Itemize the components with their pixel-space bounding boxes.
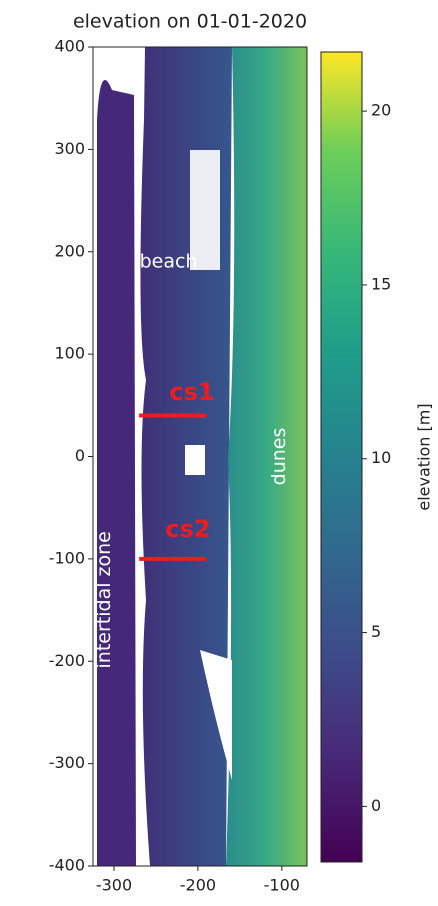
y-tick-label: -100: [49, 548, 85, 567]
colorbar-tick-label: 15: [371, 274, 391, 293]
colorbar-tick-label: 10: [371, 448, 391, 467]
y-tick-label: 0: [75, 446, 85, 465]
x-tick-label: -300: [96, 876, 132, 895]
colorbar-tick-label: 5: [371, 622, 381, 641]
cross-section-label: cs1: [169, 378, 214, 406]
y-tick-label: 300: [54, 139, 85, 158]
y-tick-label: -300: [49, 753, 85, 772]
x-tick-label: -200: [180, 876, 216, 895]
colorbar-label: elevation [m]: [415, 403, 434, 510]
annotation: beach: [140, 250, 198, 272]
colorbar: [320, 51, 363, 863]
elevation-raster: [97, 47, 307, 866]
annotation: intertidal zone: [93, 531, 115, 668]
cross-section-label: cs2: [165, 515, 210, 543]
y-tick-label: 100: [54, 344, 85, 363]
colorbar-tick-label: 20: [371, 101, 391, 120]
x-tick-label: -100: [264, 876, 300, 895]
chart-title: elevation on 01-01-2020: [73, 11, 307, 33]
y-tick-label: 200: [54, 241, 85, 260]
y-tick-label: -400: [49, 856, 85, 875]
annotation: dunes: [268, 428, 290, 486]
colorbar-tick-label: 0: [371, 796, 381, 815]
y-tick-label: -200: [49, 651, 85, 670]
y-tick-label: 400: [54, 37, 85, 56]
